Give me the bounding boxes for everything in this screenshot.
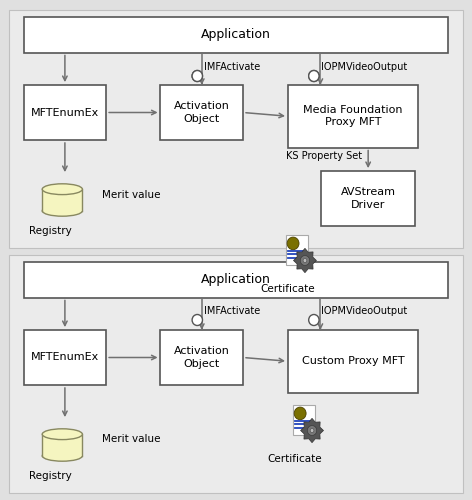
Circle shape [303,258,307,262]
FancyBboxPatch shape [294,405,315,435]
FancyBboxPatch shape [288,330,418,392]
Polygon shape [42,189,83,211]
FancyBboxPatch shape [24,16,448,52]
Polygon shape [301,418,323,442]
FancyBboxPatch shape [160,330,243,385]
Text: MFTEnumEx: MFTEnumEx [31,108,99,118]
Text: Application: Application [201,273,271,286]
Text: IMFActivate: IMFActivate [204,306,261,316]
FancyBboxPatch shape [24,85,106,140]
Ellipse shape [42,206,83,216]
Ellipse shape [42,429,83,440]
Circle shape [309,70,319,82]
FancyBboxPatch shape [9,10,463,248]
Text: Certificate: Certificate [268,454,322,464]
Ellipse shape [42,184,83,194]
Text: IOPMVideoOutput: IOPMVideoOutput [321,62,407,72]
Circle shape [300,256,310,266]
Text: Registry: Registry [29,471,72,481]
Text: Activation
Object: Activation Object [174,102,230,124]
Circle shape [309,314,319,326]
Circle shape [294,407,306,420]
Text: MFTEnumEx: MFTEnumEx [31,352,99,362]
FancyBboxPatch shape [288,85,418,148]
FancyBboxPatch shape [160,85,243,140]
Ellipse shape [42,450,83,461]
Circle shape [192,70,202,82]
Text: Application: Application [201,28,271,41]
Circle shape [310,428,314,432]
Text: AVStream
Driver: AVStream Driver [341,188,396,210]
Polygon shape [294,248,316,272]
Circle shape [307,426,317,436]
Text: Activation
Object: Activation Object [174,346,230,368]
Polygon shape [42,434,83,456]
Text: KS Property Set: KS Property Set [286,150,362,160]
FancyBboxPatch shape [24,262,448,298]
FancyBboxPatch shape [321,171,415,226]
FancyBboxPatch shape [9,255,463,492]
Text: IOPMVideoOutput: IOPMVideoOutput [321,306,407,316]
Text: Custom Proxy MFT: Custom Proxy MFT [302,356,404,366]
Text: Certificate: Certificate [261,284,315,294]
Text: Registry: Registry [29,226,72,236]
Text: Merit value: Merit value [102,190,161,200]
Text: IMFActivate: IMFActivate [204,62,261,72]
FancyBboxPatch shape [24,330,106,385]
Circle shape [309,70,319,82]
Circle shape [192,314,202,326]
Text: Media Foundation
Proxy MFT: Media Foundation Proxy MFT [303,105,403,128]
FancyBboxPatch shape [286,235,308,265]
Circle shape [287,237,299,250]
Text: Merit value: Merit value [102,434,161,444]
Circle shape [192,70,202,82]
